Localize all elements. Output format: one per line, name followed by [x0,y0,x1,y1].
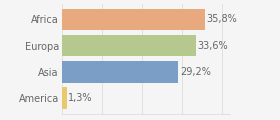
Text: 29,2%: 29,2% [180,67,211,77]
Text: 1,3%: 1,3% [68,93,93,103]
Bar [62,9,205,30]
Bar [62,87,67,109]
Bar [62,35,196,56]
Text: 33,6%: 33,6% [198,41,228,51]
Text: 35,8%: 35,8% [206,14,237,24]
Bar [62,61,178,83]
